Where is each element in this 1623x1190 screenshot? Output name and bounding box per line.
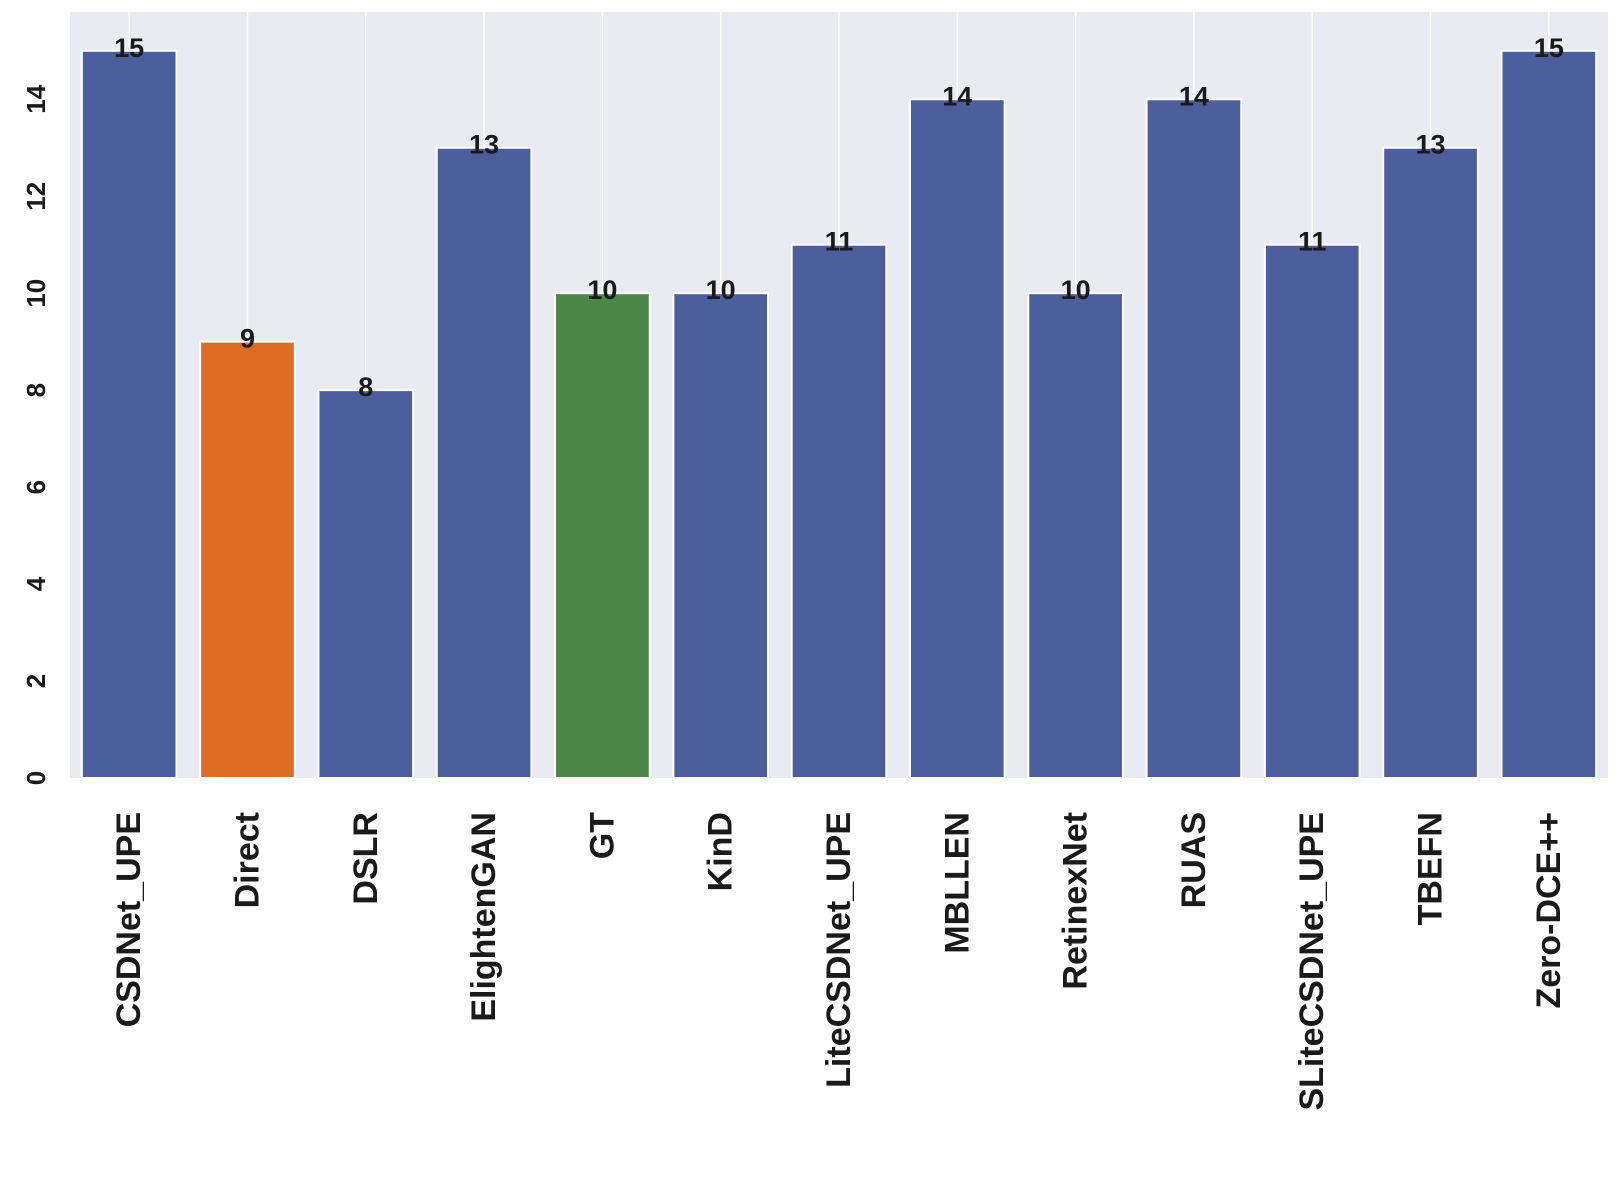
bar bbox=[199, 340, 296, 779]
bar bbox=[672, 292, 770, 779]
y-tick-label: 8 bbox=[21, 383, 51, 397]
data-label: 10 bbox=[1061, 275, 1091, 305]
data-label: 14 bbox=[1179, 81, 1209, 111]
bar bbox=[80, 49, 178, 780]
x-axis-ticks: CSDNet_UPE Direct DSLR ElightenGAN GT KinD Lit… bbox=[110, 812, 1568, 1111]
bar bbox=[908, 98, 1006, 780]
bar bbox=[790, 243, 888, 779]
y-tick-label: 6 bbox=[21, 480, 51, 494]
y-tick-label: 10 bbox=[21, 279, 51, 308]
bar bbox=[1500, 49, 1598, 780]
y-tick-label: 14 bbox=[21, 84, 51, 113]
data-label: 13 bbox=[469, 130, 499, 160]
data-labels: 15 9 8 13 10 10 11 14 10 14 11 13 15 bbox=[114, 33, 1564, 402]
bar bbox=[317, 389, 415, 779]
x-tick-label: Zero-DCE++ bbox=[1530, 812, 1568, 1009]
bar bbox=[435, 146, 533, 780]
x-tick-label: DSLR bbox=[347, 812, 385, 905]
y-tick-label: 4 bbox=[21, 576, 51, 591]
bar bbox=[1027, 292, 1124, 779]
x-tick-label: CSDNet_UPE bbox=[110, 812, 148, 1027]
x-tick-label: RUAS bbox=[1175, 812, 1213, 908]
data-label: 15 bbox=[1534, 33, 1564, 63]
data-label: 10 bbox=[706, 275, 736, 305]
bar bbox=[1382, 146, 1479, 780]
data-label: 11 bbox=[1298, 227, 1327, 257]
data-label: 11 bbox=[825, 227, 854, 257]
bar bbox=[554, 292, 651, 779]
x-tick-label: GT bbox=[583, 812, 621, 859]
data-label: 10 bbox=[587, 275, 617, 305]
data-label: 15 bbox=[114, 33, 144, 63]
x-tick-label: KinD bbox=[702, 812, 740, 891]
y-tick-label: 0 bbox=[21, 771, 51, 785]
x-tick-label: ElightenGAN bbox=[465, 812, 503, 1022]
data-label: 13 bbox=[1416, 130, 1446, 160]
bars bbox=[80, 49, 1598, 780]
x-tick-label: LiteCSDNet_UPE bbox=[820, 812, 858, 1088]
bar bbox=[1263, 243, 1361, 779]
x-tick-label: SLiteCSDNet_UPE bbox=[1293, 812, 1331, 1111]
y-axis-ticks: 0 2 4 6 8 10 12 14 bbox=[21, 84, 51, 785]
y-tick-label: 12 bbox=[21, 182, 51, 211]
data-label: 8 bbox=[358, 372, 373, 402]
bar bbox=[1145, 98, 1243, 780]
x-tick-label: Direct bbox=[228, 812, 266, 908]
data-label: 9 bbox=[240, 324, 255, 354]
data-label: 14 bbox=[942, 81, 972, 111]
x-tick-label: MBLLEN bbox=[938, 812, 976, 954]
x-tick-label: TBEFN bbox=[1412, 812, 1450, 925]
x-tick-label: RetinexNet bbox=[1057, 812, 1095, 990]
y-tick-label: 2 bbox=[21, 674, 51, 688]
